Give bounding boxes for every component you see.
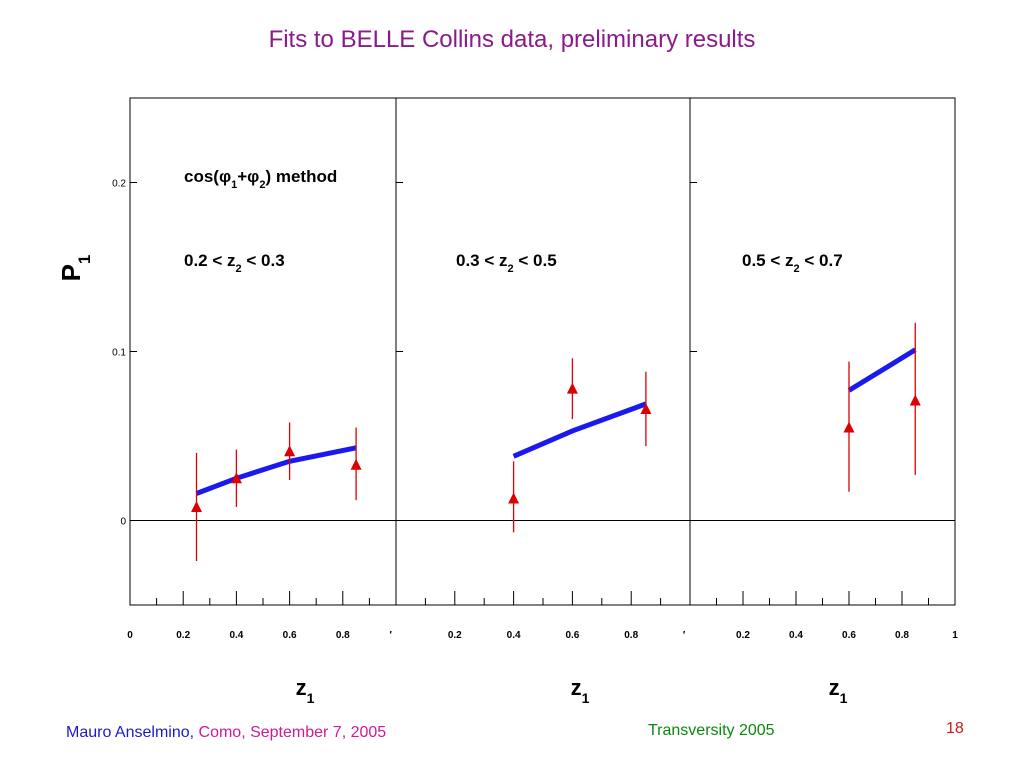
y-axis-label: P1 bbox=[56, 255, 94, 282]
x-tick-label: 0.8 bbox=[336, 630, 350, 641]
x-tick-label: ′ bbox=[683, 630, 686, 641]
footer-author: Mauro Anselmino, bbox=[66, 724, 195, 741]
data-point bbox=[284, 445, 296, 457]
data-point bbox=[350, 458, 362, 470]
x-axis-label: z1 bbox=[296, 675, 315, 706]
footer-conference: Transversity 2005 bbox=[648, 722, 775, 739]
x-axis-label: z1 bbox=[571, 675, 590, 706]
page-number: 18 bbox=[946, 720, 964, 737]
data-point bbox=[508, 492, 520, 504]
x-tick-label: 1 bbox=[952, 630, 958, 641]
x-tick-label: ′ bbox=[389, 630, 392, 641]
footer-author-venue: Mauro Anselmino, Como, September 7, 2005 bbox=[66, 724, 386, 742]
x-tick-label: 0.4 bbox=[789, 630, 803, 641]
x-tick-label: 0.6 bbox=[283, 630, 297, 641]
panel-label: 0.5 < z2 < 0.7 bbox=[742, 251, 843, 275]
x-tick-label: 0.4 bbox=[229, 630, 243, 641]
x-tick-label: 0.8 bbox=[895, 630, 909, 641]
x-tick-label: 0.6 bbox=[565, 630, 579, 641]
data-point bbox=[566, 382, 578, 394]
y-tick-label: 0.2 bbox=[112, 179, 126, 190]
x-tick-label: 0 bbox=[127, 630, 133, 641]
fit-curve bbox=[847, 347, 917, 393]
panel-label: 0.2 < z2 < 0.3 bbox=[184, 251, 285, 275]
fit-curve bbox=[512, 401, 647, 459]
panel-label: 0.3 < z2 < 0.5 bbox=[456, 251, 557, 275]
fit-curve bbox=[195, 445, 357, 496]
data-point bbox=[843, 421, 855, 433]
data-point bbox=[230, 472, 242, 484]
data-point bbox=[640, 402, 652, 414]
x-axis-label: z1 bbox=[829, 675, 848, 706]
slide-title: Fits to BELLE Collins data, preliminary … bbox=[268, 26, 756, 53]
y-tick-label: 0 bbox=[120, 517, 126, 528]
y-tick-label: 0.1 bbox=[112, 348, 126, 359]
x-tick-label: 0.2 bbox=[448, 630, 462, 641]
x-tick-label: 0.4 bbox=[507, 630, 521, 641]
x-tick-label: 0.2 bbox=[176, 630, 190, 641]
method-label: cos(φ1+φ2) method bbox=[184, 167, 337, 191]
data-point bbox=[191, 500, 202, 512]
x-tick-label: 0.8 bbox=[624, 630, 638, 641]
x-tick-label: 0.2 bbox=[736, 630, 750, 641]
x-tick-label: 0.6 bbox=[842, 630, 856, 641]
data-point bbox=[909, 394, 921, 406]
footer-venue: Como, September 7, 2005 bbox=[194, 724, 387, 741]
